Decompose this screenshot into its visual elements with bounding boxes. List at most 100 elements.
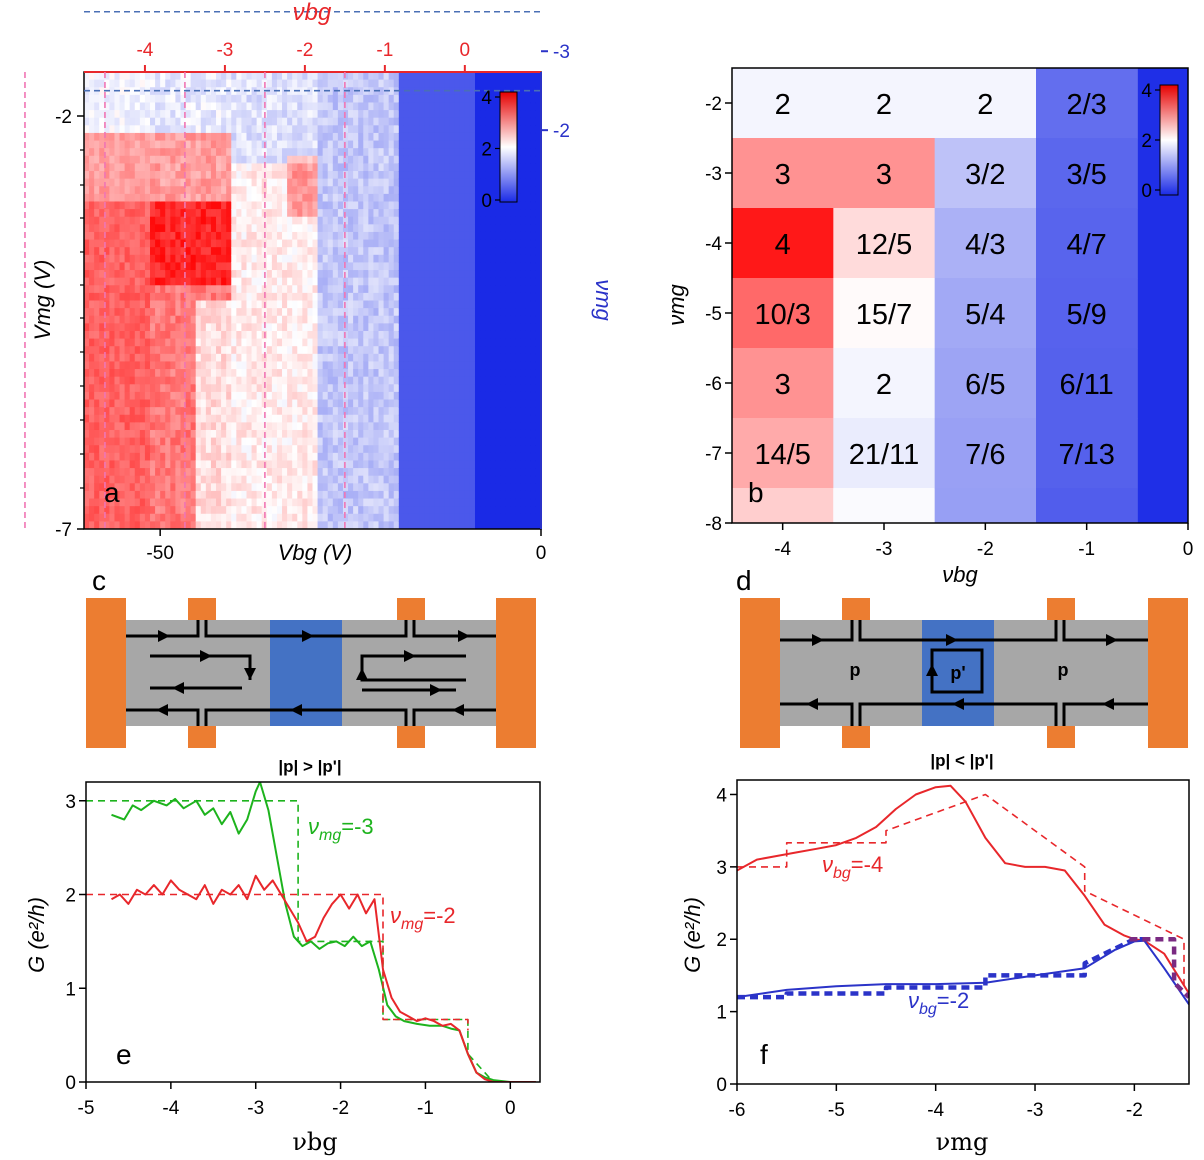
heatmap-cell [449,330,456,340]
heatmap-cell [134,186,141,195]
heatmap-cell [454,216,461,225]
heatmap-cell [363,452,369,462]
heatmap-cell [444,506,451,515]
heatmap-cell [348,384,354,393]
heatmap-cell [170,391,176,401]
heatmap-cell [119,391,126,401]
heatmap-cell [124,201,131,210]
heatmap-cell [185,346,192,355]
heatmap-cell [94,369,100,378]
heatmap-cell [292,94,298,104]
heatmap-cell [429,468,435,477]
heatmap-cell [424,338,430,347]
heatmap-cell [165,308,171,317]
heatmap-cell [170,369,176,378]
heatmap-cell [89,323,95,332]
heatmap-cell [175,262,182,271]
heatmap-cell [261,277,268,286]
heatmap-cell [408,262,415,271]
heatmap-cell [363,391,369,401]
heatmap-cell [150,399,156,408]
heatmap-cell [84,513,90,522]
heatmap-cell [383,353,390,363]
heatmap-cell [434,376,441,385]
heatmap-cell [419,384,425,393]
heatmap-cell [403,163,410,172]
heatmap-cell [393,414,400,423]
heatmap-cell [495,468,501,477]
heatmap-cell [276,315,283,324]
heatmap-cell [348,72,354,81]
heatmap-cell [444,262,451,271]
heatmap-cell [297,193,303,203]
heatmap-cell [109,87,116,96]
heatmap-cell [312,193,319,203]
heatmap-cell [449,483,456,492]
heatmap-cell [292,490,298,500]
heatmap-cell [373,171,380,180]
heatmap-cell [378,148,385,157]
heatmap-cell [190,384,197,393]
heatmap-cell [358,498,364,507]
heatmap-cell [485,315,491,324]
heatmap-cell [419,315,425,324]
heatmap-cell [403,239,410,248]
heatmap-cell [358,148,364,157]
heatmap-cell [348,140,354,149]
heatmap-cell [353,117,359,126]
heatmap-cell [408,330,415,340]
heatmap-cell [353,72,359,81]
heatmap-cell [271,498,278,507]
heatmap-cell [104,140,110,149]
heatmap-cell [317,277,324,286]
heatmap-cell [216,361,222,370]
heatmap-cell [226,452,232,462]
heatmap-cell [368,468,375,477]
heatmap-cell [317,193,324,203]
heatmap-cell [94,110,100,119]
heatmap-cell [474,506,481,515]
heatmap-cell [434,292,441,302]
heatmap-cell [165,300,171,309]
heatmap-cell [144,490,151,500]
heatmap-cell [444,513,451,522]
heatmap-cell [236,414,243,423]
heatmap-cell [393,102,400,111]
heatmap-cell [134,155,141,164]
heatmap-cell [297,475,303,484]
heatmap-cell [205,452,212,462]
heatmap-cell [444,94,451,104]
heatmap-cell [124,437,131,446]
heatmap-cell [342,140,349,149]
heatmap-cell [297,178,303,187]
heatmap-cell [388,239,395,248]
heatmap-cell [464,353,471,363]
heatmap-cell [444,201,451,210]
heatmap-cell [393,445,400,454]
heatmap-cell [266,384,273,393]
heatmap-cell [490,346,496,355]
heatmap-cell [307,376,314,385]
heatmap-cell [155,323,161,332]
heatmap-cell [155,399,161,408]
heatmap-cell [312,262,319,271]
heatmap-cell [271,468,278,477]
heatmap-cell [495,148,501,157]
heatmap-cell [231,513,237,522]
heatmap-cell [195,399,202,408]
heatmap-cell [155,445,161,454]
heatmap-cell [368,292,375,302]
heatmap-cell [363,445,369,454]
heatmap-cell [419,483,425,492]
heatmap-cell [327,308,334,317]
heatmap-cell [256,216,263,225]
heatmap-cell [373,140,380,149]
heatmap-cell [84,437,90,446]
heatmap-cell [155,216,161,225]
heatmap-cell [419,247,425,256]
heatmap-cell [312,125,319,134]
heatmap-cell [459,490,466,500]
heatmap-cell [271,270,278,279]
heatmap-cell [485,407,491,416]
heatmap-cell [383,171,390,180]
